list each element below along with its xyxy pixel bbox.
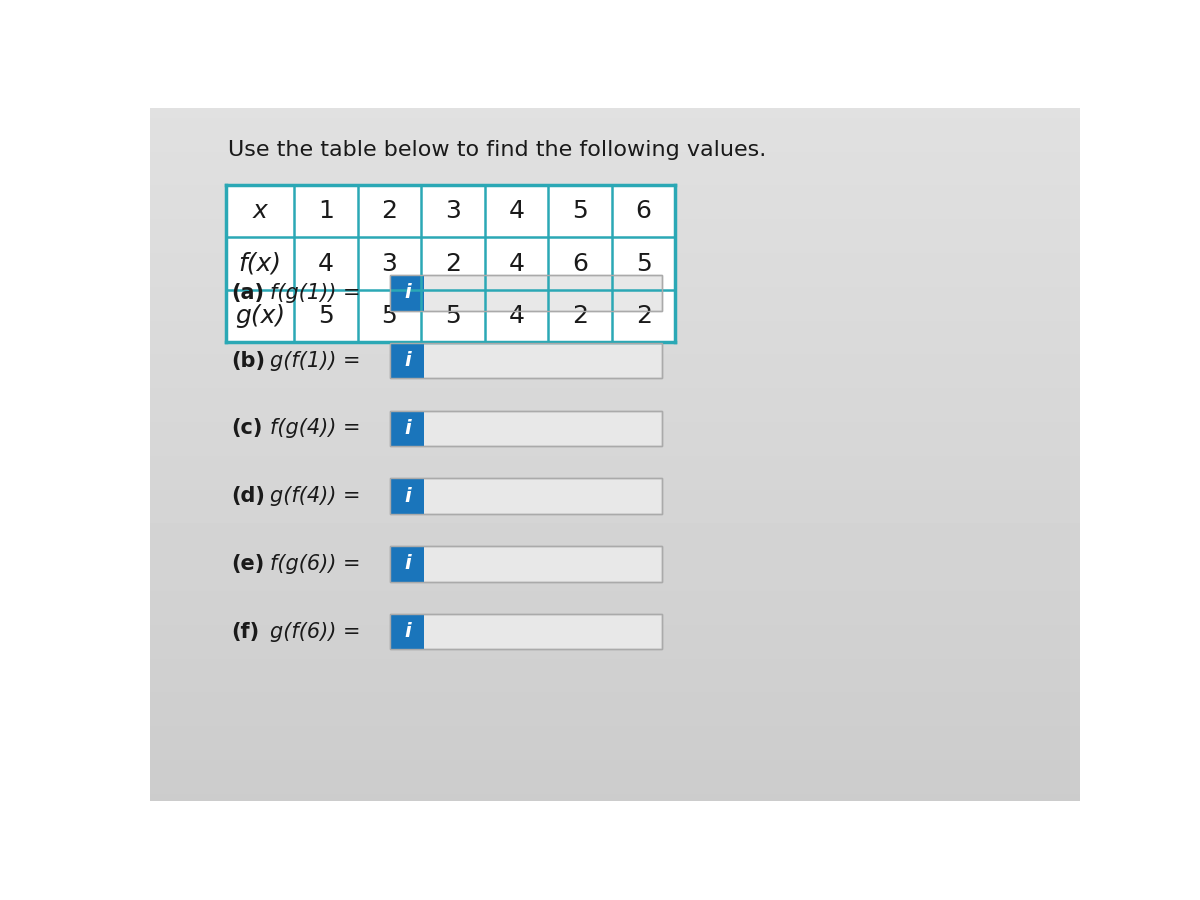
Text: i: i [404, 554, 410, 573]
Text: 3: 3 [445, 199, 461, 223]
Text: i: i [404, 487, 410, 506]
Text: (e): (e) [232, 554, 265, 574]
Text: 5: 5 [636, 251, 652, 275]
Bar [390, 410, 661, 446]
Bar [612, 290, 676, 342]
Bar [390, 479, 661, 514]
Bar [390, 343, 661, 378]
Bar [390, 275, 425, 310]
Bar [548, 238, 612, 290]
Bar [390, 479, 425, 514]
Bar [390, 614, 661, 649]
Bar [485, 238, 548, 290]
Bar [612, 238, 676, 290]
Text: f(g(6)) =: f(g(6)) = [270, 554, 361, 574]
Bar [390, 343, 425, 378]
Bar [294, 290, 358, 342]
Text: 2: 2 [636, 304, 652, 328]
Text: (d): (d) [232, 486, 265, 506]
Bar [390, 614, 661, 649]
Bar [612, 185, 676, 238]
Text: i: i [404, 351, 410, 370]
Text: f(x): f(x) [239, 251, 282, 275]
Text: (a): (a) [232, 283, 264, 302]
Bar [548, 290, 612, 342]
Text: 6: 6 [572, 251, 588, 275]
Bar [294, 185, 358, 238]
Text: 2: 2 [382, 199, 397, 223]
Bar [358, 185, 421, 238]
Text: Use the table below to find the following values.: Use the table below to find the followin… [228, 140, 766, 160]
Bar [226, 238, 294, 290]
Bar [548, 185, 612, 238]
Bar [358, 238, 421, 290]
Bar [390, 546, 661, 581]
Bar [421, 185, 485, 238]
Text: 1: 1 [318, 199, 334, 223]
Text: i: i [404, 418, 410, 437]
Text: 2: 2 [572, 304, 588, 328]
Text: 5: 5 [382, 304, 397, 328]
Bar [294, 238, 358, 290]
Text: f(g(4)) =: f(g(4)) = [270, 418, 361, 438]
Bar [390, 410, 661, 446]
Bar [358, 290, 421, 342]
Bar [226, 185, 294, 238]
Bar [485, 290, 548, 342]
Text: g(f(6)) =: g(f(6)) = [270, 622, 361, 642]
Text: 4: 4 [509, 251, 524, 275]
Text: 4: 4 [509, 304, 524, 328]
Text: x: x [253, 199, 268, 223]
Text: g(f(1)) =: g(f(1)) = [270, 351, 361, 371]
Bar [390, 546, 425, 581]
Text: 3: 3 [382, 251, 397, 275]
Text: (f): (f) [232, 622, 259, 642]
Bar [390, 546, 661, 581]
Text: 2: 2 [445, 251, 461, 275]
Text: 5: 5 [318, 304, 334, 328]
Text: i: i [404, 622, 410, 641]
Text: 5: 5 [445, 304, 461, 328]
Text: f(g(1)) =: f(g(1)) = [270, 283, 361, 302]
Bar [390, 275, 661, 310]
Text: 4: 4 [318, 251, 334, 275]
Text: 6: 6 [636, 199, 652, 223]
Bar [390, 410, 425, 446]
Bar [390, 479, 661, 514]
Bar [226, 290, 294, 342]
Bar [421, 238, 485, 290]
Bar [421, 290, 485, 342]
Bar [390, 275, 661, 310]
Text: i: i [404, 284, 410, 302]
Text: g(x): g(x) [235, 304, 286, 328]
Text: g(f(4)) =: g(f(4)) = [270, 486, 361, 506]
Bar [485, 185, 548, 238]
Bar [390, 343, 661, 378]
Text: 4: 4 [509, 199, 524, 223]
Text: 5: 5 [572, 199, 588, 223]
Bar [390, 614, 425, 649]
Text: (b): (b) [232, 351, 265, 371]
Text: (c): (c) [232, 418, 263, 438]
